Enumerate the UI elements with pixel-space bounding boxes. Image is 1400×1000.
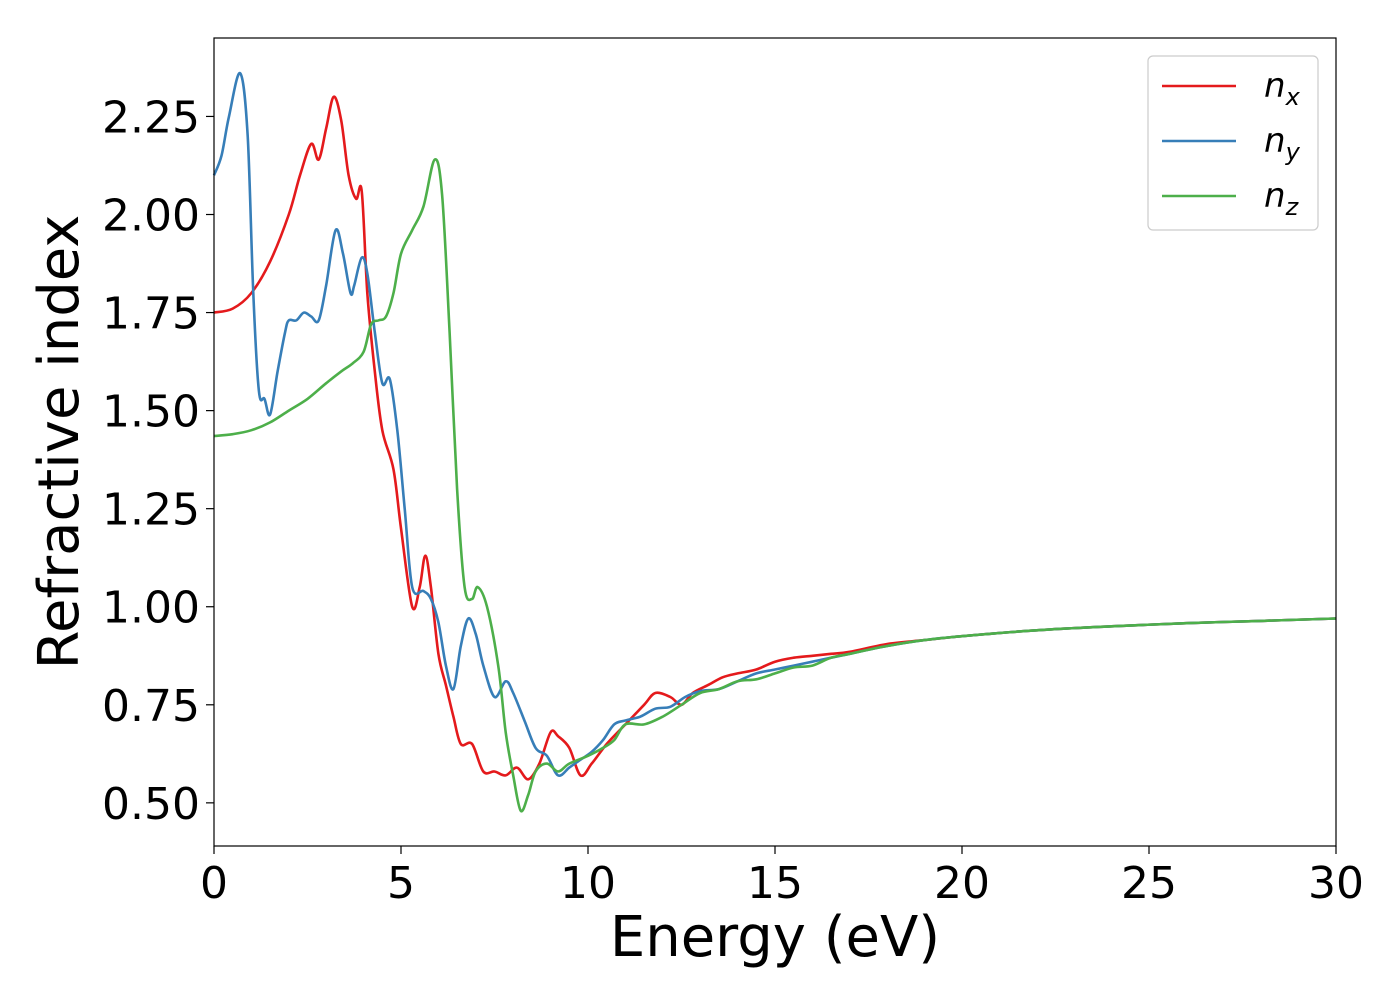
legend-label-n_x: nx xyxy=(1264,66,1301,111)
x-axis: 0 5 10 15 20 25 30 xyxy=(200,846,1364,909)
legend-box xyxy=(1147,55,1319,231)
y-tick-label: 2.00 xyxy=(102,191,200,242)
x-tick-label: 15 xyxy=(747,858,803,909)
y-tick-label: 0.50 xyxy=(102,779,200,830)
y-tick-label: 1.00 xyxy=(102,583,200,634)
y-axis: 0.50 0.75 1.00 1.25 1.50 1.75 2.00 2.25 xyxy=(102,92,214,830)
x-tick-label: 25 xyxy=(1121,858,1177,909)
y-axis-title: Refractive index xyxy=(27,215,92,670)
y-tick-label: 1.50 xyxy=(102,387,200,438)
legend-label-n_z: nz xyxy=(1264,176,1300,221)
series-line-n_x xyxy=(213,95,1337,781)
x-tick-label: 20 xyxy=(934,858,990,909)
legend: nx ny nz xyxy=(1147,55,1319,231)
series-line-n_z xyxy=(213,158,1337,813)
x-tick-label: 0 xyxy=(200,858,228,909)
y-tick-label: 2.25 xyxy=(102,92,200,143)
y-tick-label: 1.25 xyxy=(102,485,200,536)
y-tick-label: 0.75 xyxy=(102,681,200,732)
series-layer xyxy=(212,71,1337,813)
x-tick-label: 5 xyxy=(387,858,415,909)
y-tick-label: 1.75 xyxy=(102,289,200,340)
x-tick-label: 30 xyxy=(1308,858,1364,909)
series-line-n_y xyxy=(212,71,1337,778)
x-tick-label: 10 xyxy=(560,858,616,909)
x-axis-title: Energy (eV) xyxy=(610,905,940,970)
legend-label-n_y: ny xyxy=(1264,121,1301,166)
